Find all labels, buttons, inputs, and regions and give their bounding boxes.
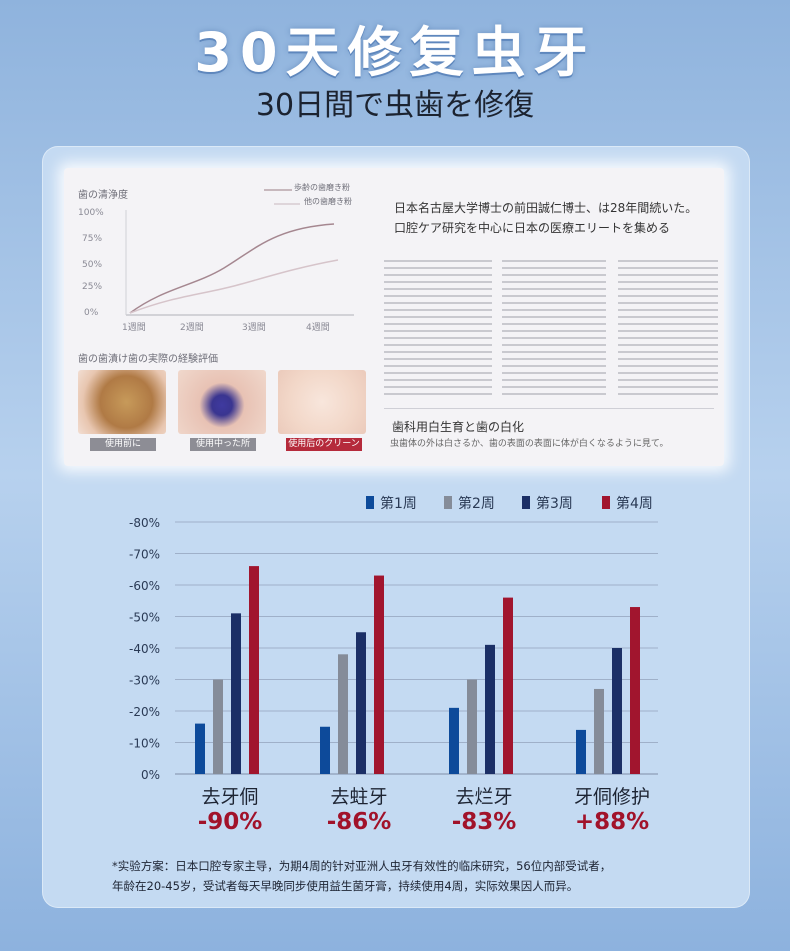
tooth-during-photo [178, 370, 266, 434]
photo-label-before: 使用前に [90, 438, 156, 451]
bar-第3周 [231, 613, 241, 774]
bar-第4周 [249, 566, 259, 774]
bar-第2周 [213, 679, 223, 774]
y-tick-label: -30% [129, 674, 160, 688]
category-label: 去蛀牙 [330, 786, 388, 808]
mini-line-chart [125, 189, 354, 316]
category-label: 去牙侗 [201, 786, 259, 808]
legend-item-week4: 第4周 [602, 496, 653, 512]
paper-text-column-3 [618, 260, 718, 400]
photo-label-during: 使用中った所 [190, 438, 256, 451]
mini-y-tick: 0% [84, 308, 99, 318]
paper-section-title: 歯科用白生育と歯の白化 [392, 420, 525, 434]
bar-第4周 [503, 597, 513, 774]
y-tick-label: -50% [129, 611, 160, 625]
legend-swatch [366, 496, 374, 509]
bar-第1周 [195, 723, 205, 774]
paper-heading-line-2: 口腔ケア研究を中心に日本の医療エリートを集める [394, 221, 671, 235]
tooth-before-photo [78, 370, 166, 434]
mini-x-tick: 3週間 [242, 323, 266, 333]
bar-第3周 [356, 632, 366, 774]
mini-x-tick: 1週間 [122, 323, 146, 333]
bar-第3周 [485, 644, 495, 774]
mini-y-tick: 25% [82, 282, 103, 292]
bar-第1周 [449, 707, 459, 774]
y-tick-label: 0% [141, 768, 160, 782]
y-tick-label: -70% [129, 548, 160, 562]
result-percent: -86% [326, 809, 392, 835]
paper-text-column-2 [502, 260, 606, 400]
mini-chart-title: 歯の清浄度 [78, 190, 128, 201]
y-tick-label: -60% [129, 579, 160, 593]
page-subtitle: 30日間で虫歯を修復 [255, 88, 535, 123]
bar-第1周 [576, 729, 586, 774]
result-percent: -90% [197, 809, 263, 835]
tooth-after-photo [278, 370, 366, 434]
paper-divider [384, 408, 714, 409]
result-percent: -83% [451, 809, 517, 835]
legend-item-week2: 第2周 [444, 496, 495, 512]
legend-swatch [444, 496, 452, 509]
bar-第2周 [594, 688, 604, 774]
result-percent: +88% [574, 809, 650, 835]
mini-chart-legend-2: 他の歯磨き粉 [304, 197, 352, 206]
mini-x-tick: 4週間 [306, 323, 330, 333]
y-tick-label: -40% [129, 642, 160, 656]
paper-section-subtitle: 虫歯体の外は白さるか、歯の表面の表面に体が白くなるように見て。 [390, 439, 669, 449]
y-tick-label: -80% [129, 516, 160, 530]
legend-item-week3: 第3周 [522, 496, 573, 512]
legend-label: 第2周 [458, 496, 495, 512]
paper-text-column-1 [384, 260, 492, 400]
category-label: 去烂牙 [455, 786, 513, 808]
category-label: 牙侗修护 [573, 786, 650, 808]
bar-第3周 [612, 648, 622, 774]
legend-swatch [522, 496, 530, 509]
bar-第4周 [630, 607, 640, 774]
legend-label: 第3周 [536, 496, 573, 512]
legend-item-week1: 第1周 [366, 496, 417, 512]
paper-heading-line-1: 日本名古屋大学博士の前田誠仁博士、は28年間続いた。 [394, 201, 698, 215]
footnote-line-1: *实验方案：日本口腔专家主导，为期4周的针对亚洲人虫牙有效性的临床研究，56位内… [112, 859, 612, 873]
research-paper-image: 歯の清浄度 歩齢の歯磨き粉 他の歯磨き粉 100% 75% 50% 25% 0%… [64, 168, 724, 466]
y-tick-label: -20% [129, 705, 160, 719]
legend-label: 第4周 [616, 496, 653, 512]
bar-第2周 [467, 679, 477, 774]
mini-y-tick: 100% [78, 208, 104, 218]
mini-y-tick: 75% [82, 234, 103, 244]
mini-y-tick: 50% [82, 260, 103, 270]
bar-第1周 [320, 726, 330, 774]
y-tick-label: -10% [129, 737, 160, 751]
legend-swatch [602, 496, 610, 509]
mini-x-tick: 2週間 [180, 323, 204, 333]
legend-label: 第1周 [380, 496, 417, 512]
photo-label-after: 使用后のクリーン [286, 438, 362, 451]
evaluation-title: 歯の歯漬け歯の実際の経験評価 [78, 354, 218, 365]
bar-第4周 [374, 575, 384, 774]
page-title: 30天修复虫牙 [194, 21, 596, 84]
footnote-line-2: 年龄在20-45岁，受试者每天早晚同步使用益生菌牙膏，持续使用4周，实际效果因人… [112, 879, 579, 893]
bar-第2周 [338, 654, 348, 774]
mini-chart-legend-1: 歩齢の歯磨き粉 [294, 183, 350, 192]
